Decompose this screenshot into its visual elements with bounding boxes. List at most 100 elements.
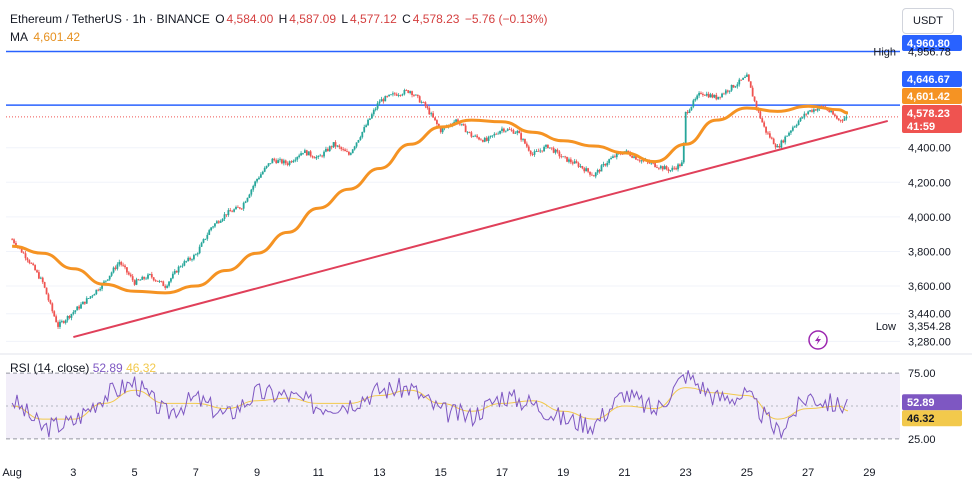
candle-body [235,206,237,210]
candle-body [497,133,500,135]
candle-body [369,118,371,120]
candle-body [462,123,465,126]
countdown-tag: 41:59 [907,121,935,133]
candle-body [248,194,251,198]
candle-body [267,163,270,166]
candle-body [728,90,731,92]
candle-body [303,150,306,153]
candle-body [527,146,530,151]
candle-body [703,94,706,96]
candle-body [392,93,394,95]
flash-icon[interactable] [808,330,828,350]
candle-body [592,175,595,177]
candle-body [74,310,77,313]
candle-body [219,221,222,223]
candle-body [782,140,785,143]
candle-body [83,301,86,304]
rsi-tick-label: 25.00 [908,434,936,446]
candle-body [116,264,119,269]
candle-body [78,306,80,309]
candle-body [334,142,337,147]
candle-body [307,151,310,156]
candle-body [723,93,725,95]
candle-body [799,117,802,122]
time-tick-label: 3 [70,467,76,479]
candle-body [292,160,295,163]
candle-body [313,157,316,159]
candle-body [104,280,107,282]
candle-body [525,143,528,147]
candle-body [568,159,570,162]
candle-body [556,149,559,152]
candle-body [436,120,438,125]
candle-body [569,159,572,163]
candle-body [468,131,471,133]
candle-body [698,92,700,96]
candle-body [702,93,704,95]
candle-body [709,94,712,98]
candle-body [382,99,385,102]
candle-body [734,86,737,88]
candle-body [652,162,655,164]
candle-body [788,132,790,136]
candle-body [414,94,417,96]
candle-body [537,150,540,152]
price-tick-label: 4,200.00 [908,177,951,189]
candle-body [602,163,605,166]
rsi-title: RSI (14, close) [10,361,90,375]
candle-body [487,136,490,141]
candle-body [170,278,172,282]
candle-body [64,320,67,323]
candle-body [755,100,758,109]
candle-body [26,258,29,261]
candle-body [294,159,297,161]
candle-body [524,139,526,144]
price-tick-label: 3,800.00 [908,246,951,258]
time-tick-label: 23 [680,467,692,479]
candle-body [606,162,609,166]
rsi-value: 52.89 [92,361,123,375]
candle-body [512,130,515,134]
candle-body [501,128,503,131]
candles [11,72,848,329]
candle-body [504,130,507,132]
candle-body [223,214,226,219]
candle-body [409,91,412,93]
currency-selector[interactable]: USDT [902,8,954,34]
candle-body [441,128,444,133]
candle-body [332,142,335,148]
candle-body [309,151,312,156]
ma-label[interactable]: MA [10,30,28,44]
candle-body [279,159,281,161]
time-tick-label: 7 [193,467,199,479]
candle-body [193,255,195,260]
candle-body [434,117,436,121]
candle-body [816,108,819,111]
candle-body [721,93,723,98]
candle-body [558,151,561,157]
candle-body [162,281,165,287]
candle-body [491,135,494,137]
candle-body [122,264,125,266]
candle-body [229,210,232,212]
candle-body [277,160,280,164]
time-tick-label: 9 [254,467,260,479]
candle-body [147,274,149,279]
candle-body [480,139,482,141]
candle-body [208,230,211,235]
candle-body [751,87,754,97]
candle-body [552,148,555,153]
candle-body [502,128,505,132]
candle-body [793,126,796,128]
candle-body [774,144,777,148]
candle-body [403,90,406,95]
candle-body [489,135,492,137]
symbol-title[interactable]: Ethereum / TetherUS · 1h · BINANCE [10,12,210,26]
candle-body [148,274,151,275]
candle-body [837,118,840,120]
rsi-legend[interactable]: RSI (14, close) 52.89 46.32 [10,361,156,375]
candle-body [839,119,842,121]
close-value: 4,578.23 [412,12,460,26]
candle-body [57,322,59,327]
